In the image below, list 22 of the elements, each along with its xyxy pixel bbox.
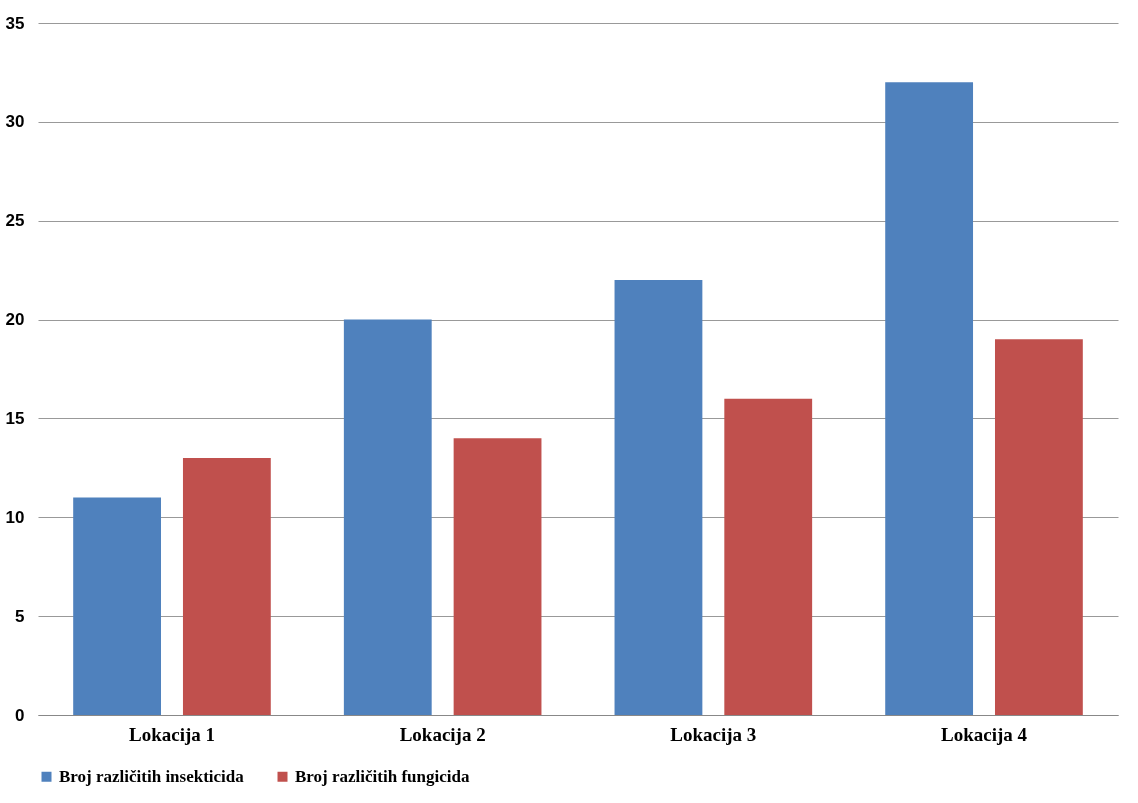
- bar: [73, 497, 162, 715]
- y-tick-label: 25: [5, 211, 25, 231]
- bar: [182, 457, 271, 715]
- bar: [724, 398, 813, 715]
- x-tick-label: Lokacija 4: [941, 723, 1028, 745]
- y-tick-label: 10: [5, 507, 25, 527]
- y-tick-label: 0: [15, 705, 25, 725]
- bar: [453, 438, 542, 715]
- bar: [885, 82, 974, 715]
- legend-label: Broj različitih fungicida: [295, 766, 470, 786]
- y-tick-label: 35: [5, 13, 25, 33]
- y-tick-label: 20: [5, 310, 25, 330]
- bar: [343, 319, 432, 715]
- y-tick-label: 30: [5, 112, 25, 132]
- legend-label: Broj različitih insekticida: [59, 766, 245, 786]
- x-tick-label: Lokacija 2: [399, 723, 486, 745]
- y-tick-label: 5: [15, 606, 25, 626]
- bar: [614, 280, 703, 715]
- x-tick-label: Lokacija 3: [670, 723, 757, 745]
- y-tick-label: 15: [5, 408, 25, 428]
- bar: [994, 339, 1083, 715]
- x-tick-label: Lokacija 1: [128, 723, 215, 745]
